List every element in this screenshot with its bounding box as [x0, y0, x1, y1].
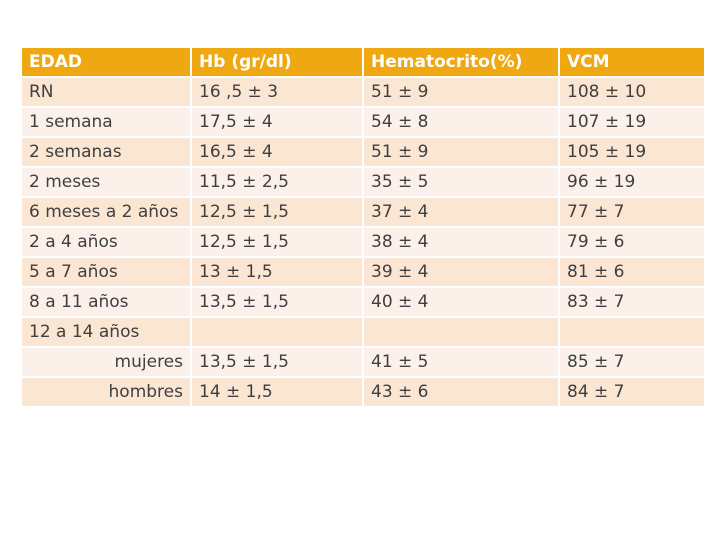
- header-hematocrito: Hematocrito(%): [362, 46, 560, 78]
- reference-values-table-container: EDAD Hb (gr/dl) Hematocrito(%) VCM RN 16…: [20, 46, 706, 408]
- cell-hematocrito: 51 ± 9: [362, 136, 560, 168]
- table-row: 2 meses 11,5 ± 2,5 35 ± 5 96 ± 19: [20, 166, 706, 198]
- header-edad: EDAD: [20, 46, 192, 78]
- cell-edad: 6 meses a 2 años: [20, 196, 192, 228]
- cell-hb: 16,5 ± 4: [190, 136, 364, 168]
- reference-values-table: EDAD Hb (gr/dl) Hematocrito(%) VCM RN 16…: [20, 46, 706, 408]
- cell-edad: mujeres: [20, 346, 192, 378]
- cell-vcm: [558, 316, 706, 348]
- cell-vcm: 81 ± 6: [558, 256, 706, 288]
- cell-vcm: 84 ± 7: [558, 376, 706, 408]
- cell-vcm: 85 ± 7: [558, 346, 706, 378]
- cell-hb: 14 ± 1,5: [190, 376, 364, 408]
- cell-hb: [190, 316, 364, 348]
- table-row: hombres 14 ± 1,5 43 ± 6 84 ± 7: [20, 376, 706, 408]
- cell-hematocrito: 37 ± 4: [362, 196, 560, 228]
- cell-hb: 16 ,5 ± 3: [190, 76, 364, 108]
- cell-hematocrito: 35 ± 5: [362, 166, 560, 198]
- cell-vcm: 77 ± 7: [558, 196, 706, 228]
- cell-vcm: 96 ± 19: [558, 166, 706, 198]
- cell-vcm: 83 ± 7: [558, 286, 706, 318]
- cell-edad: 5 a 7 años: [20, 256, 192, 288]
- cell-edad: 8 a 11 años: [20, 286, 192, 318]
- cell-hematocrito: 43 ± 6: [362, 376, 560, 408]
- table-row: 1 semana 17,5 ± 4 54 ± 8 107 ± 19: [20, 106, 706, 138]
- table-row: RN 16 ,5 ± 3 51 ± 9 108 ± 10: [20, 76, 706, 108]
- table-row: 2 semanas 16,5 ± 4 51 ± 9 105 ± 19: [20, 136, 706, 168]
- header-hb: Hb (gr/dl): [190, 46, 364, 78]
- cell-hematocrito: 38 ± 4: [362, 226, 560, 258]
- table-row: 6 meses a 2 años 12,5 ± 1,5 37 ± 4 77 ± …: [20, 196, 706, 228]
- cell-hematocrito: 40 ± 4: [362, 286, 560, 318]
- cell-edad: 2 semanas: [20, 136, 192, 168]
- cell-edad: RN: [20, 76, 192, 108]
- cell-hematocrito: 54 ± 8: [362, 106, 560, 138]
- cell-hematocrito: 41 ± 5: [362, 346, 560, 378]
- table-row: 8 a 11 años 13,5 ± 1,5 40 ± 4 83 ± 7: [20, 286, 706, 318]
- cell-edad: 12 a 14 años: [20, 316, 192, 348]
- table-row: 5 a 7 años 13 ± 1,5 39 ± 4 81 ± 6: [20, 256, 706, 288]
- cell-vcm: 108 ± 10: [558, 76, 706, 108]
- cell-edad: 1 semana: [20, 106, 192, 138]
- cell-hematocrito: 39 ± 4: [362, 256, 560, 288]
- table-row: 12 a 14 años: [20, 316, 706, 348]
- table-row: 2 a 4 años 12,5 ± 1,5 38 ± 4 79 ± 6: [20, 226, 706, 258]
- cell-hb: 13,5 ± 1,5: [190, 286, 364, 318]
- cell-hb: 13,5 ± 1,5: [190, 346, 364, 378]
- cell-vcm: 79 ± 6: [558, 226, 706, 258]
- table-header-row: EDAD Hb (gr/dl) Hematocrito(%) VCM: [20, 46, 706, 78]
- cell-hb: 17,5 ± 4: [190, 106, 364, 138]
- cell-hb: 12,5 ± 1,5: [190, 226, 364, 258]
- cell-hb: 12,5 ± 1,5: [190, 196, 364, 228]
- cell-edad: 2 a 4 años: [20, 226, 192, 258]
- table-row: mujeres 13,5 ± 1,5 41 ± 5 85 ± 7: [20, 346, 706, 378]
- cell-edad: 2 meses: [20, 166, 192, 198]
- cell-hb: 13 ± 1,5: [190, 256, 364, 288]
- cell-hb: 11,5 ± 2,5: [190, 166, 364, 198]
- cell-hematocrito: 51 ± 9: [362, 76, 560, 108]
- header-vcm: VCM: [558, 46, 706, 78]
- cell-vcm: 105 ± 19: [558, 136, 706, 168]
- cell-vcm: 107 ± 19: [558, 106, 706, 138]
- cell-edad: hombres: [20, 376, 192, 408]
- cell-hematocrito: [362, 316, 560, 348]
